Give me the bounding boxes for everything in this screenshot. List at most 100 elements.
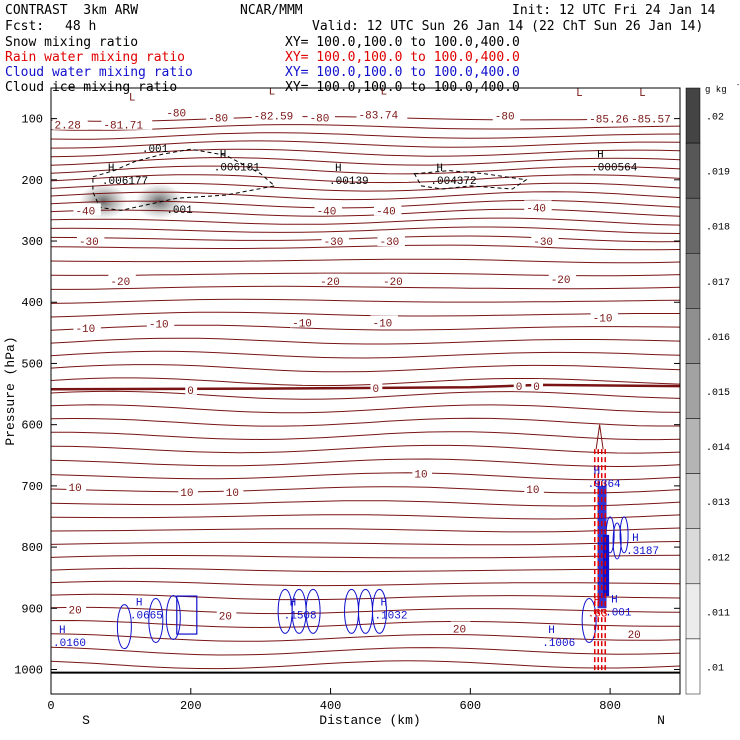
snow-contour-label-0: .001 [142, 144, 169, 156]
isotherm-line-24 [51, 364, 680, 373]
cloudwater-contour-0 [116, 604, 132, 650]
snow-extremum-letter-0: H [108, 163, 115, 175]
field-snow-name: Snow mixing ratio [5, 35, 139, 50]
isotherm-label-31: 10 [68, 483, 81, 495]
isotherm-line-10 [51, 199, 680, 209]
cloudwater-contour-8 [371, 588, 387, 634]
isotherm-label-21: -20 [551, 275, 571, 287]
isotherm-line-28 [51, 417, 680, 427]
colorbar-swatch-2 [685, 197, 701, 254]
rain-extremum-value-18: .63 [588, 609, 608, 621]
field-snow-xy: XY= 100.0,100.0 to 100.0,400.0 [285, 35, 520, 50]
isotherm-label-9: 2.28 [54, 121, 80, 133]
temperature-extremum-letter-8: L [576, 88, 583, 100]
colorbar-label-7: .013 [706, 498, 730, 509]
isotherm-label-39: 20 [628, 630, 641, 642]
snow-extremum-letter-1: H [220, 149, 227, 161]
snow-extremum-letter-4: H [597, 149, 604, 161]
isotherm-label-bg-8 [629, 111, 680, 124]
isotherm-label-bg-18 [108, 273, 136, 286]
colorbar-label-0: .02 [706, 113, 724, 124]
cloud_water-extremum-value-15: .9364 [588, 479, 621, 491]
isotherm-label-20: -20 [383, 277, 403, 289]
cloud_water-extremum-letter-17: H [611, 594, 618, 606]
y-tick-label-0: 100 [21, 113, 43, 127]
isotherm-label-27: 0 [187, 386, 194, 398]
isotherm-label-25: -10 [372, 318, 392, 330]
isotherm-line-12 [51, 217, 680, 226]
isotherm-label-38: 20 [453, 625, 466, 637]
x-right-end-label: N [657, 713, 665, 728]
isotherm-label-bg-10 [73, 203, 101, 216]
cloudwater-tower-contour-2 [619, 516, 629, 554]
colorbar-label-2: .018 [706, 223, 730, 234]
colorbar-swatch-3 [685, 253, 701, 309]
isotherm-label-bg-16 [377, 234, 405, 247]
field-cloudwater-name: Cloud water mixing ratio [5, 65, 193, 80]
isotherm-label-10: -40 [75, 206, 95, 218]
colorbar-unit-exponent: -1 [736, 82, 740, 90]
isotherm-line-26 [51, 390, 680, 400]
cloud_water-extremum-letter-15: H [594, 466, 601, 478]
field-rain-xy: XY= 100.0,100.0 to 100.0,400.0 [285, 50, 520, 65]
isotherm-label-bg-26 [590, 310, 619, 323]
snow-contour-1 [413, 170, 528, 190]
isotherm-label-11: -40 [317, 206, 337, 218]
snow-extremum-value-3: .004372 [430, 176, 476, 188]
isotherm-label-12: -40 [376, 206, 396, 218]
isotherm-label-14: -30 [79, 237, 99, 249]
isotherm-label-bg-28 [370, 380, 383, 393]
isotherm-label-5: -82.59 [254, 112, 294, 124]
snow-extremum-value-1: .006181 [214, 162, 261, 174]
isotherm-label-34: 10 [414, 470, 427, 482]
isotherm-label-bg-22 [73, 320, 101, 333]
cloudwater-tower-contour-1 [612, 522, 622, 560]
colorbar-swatch-5 [685, 363, 701, 419]
isotherm-label-bg-33 [223, 485, 244, 497]
isotherm-label-bg-38 [450, 621, 471, 634]
isotherm-label-32: 10 [180, 488, 193, 500]
isotherm-line-45 [51, 646, 680, 656]
isotherm-line-7 [51, 174, 680, 184]
colorbar-unit: g kg [705, 85, 727, 95]
cloudwater-contour-box [176, 595, 198, 635]
isotherm-line-40 [51, 580, 680, 587]
isotherm-label-bg-14 [76, 234, 105, 247]
cloudwater-tower-contour-0 [605, 516, 615, 554]
isotherm-label-29: 0 [516, 382, 523, 394]
snow-contour-label-1: .001 [166, 205, 193, 217]
isotherm-label-bg-2 [307, 110, 335, 123]
isotherm-line-36 [51, 527, 680, 533]
isotherm-line-1 [51, 124, 680, 131]
isotherm-line-35 [51, 514, 680, 520]
isotherm-line-19 [51, 298, 680, 304]
y-tick-label-6: 700 [21, 480, 43, 494]
temperature-extremum-letter-9: L [639, 88, 646, 100]
isotherm-label-bg-6 [356, 107, 408, 120]
isotherm-line-33 [51, 486, 680, 494]
isotherm-line-14 [51, 235, 680, 243]
cloud_water-extremum-value-13: .1032 [374, 610, 407, 622]
plot-frame [50, 87, 681, 695]
y-tick-label-3: 400 [21, 296, 43, 310]
isotherm-line-29 [51, 431, 680, 441]
isotherm-label-18: -20 [110, 277, 130, 289]
snow-contour-0 [92, 148, 276, 211]
isotherm-label-24: -10 [292, 318, 312, 330]
y-axis-title: Pressure (hPa) [3, 336, 18, 445]
isotherm-label-8: -85.57 [631, 115, 671, 127]
snow-extremum-value-4: .000564 [591, 162, 638, 174]
isotherm-line-32 [51, 472, 680, 481]
isotherm-line-23 [51, 350, 680, 359]
isotherm-line-37 [51, 541, 680, 546]
isotherm-line-11 [51, 208, 680, 217]
isotherm-label-35: 10 [526, 485, 539, 497]
x-tick-label-3: 600 [460, 699, 482, 713]
isotherm-line-8 [51, 182, 680, 192]
x-tick-label-0: 0 [47, 699, 54, 713]
cloud_water-extremum-value-17: .001 [605, 607, 632, 619]
cloud_water-extremum-letter-11: H [136, 597, 143, 609]
isotherm-label-bg-12 [373, 203, 402, 216]
isotherm-line-16 [51, 258, 680, 264]
